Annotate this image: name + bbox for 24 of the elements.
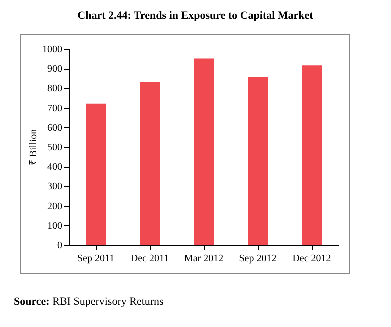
chart-title: Chart 2.44: Trends in Exposure to Capital Market [76, 10, 314, 22]
x-tick-label: Sep 2012 [239, 254, 277, 264]
y-tick-label: 700 [48, 103, 62, 114]
bar [302, 66, 322, 245]
y-tick-label: 400 [48, 162, 62, 174]
y-tick-label: 300 [48, 182, 62, 193]
x-tick-label: Sep 2011 [77, 254, 115, 264]
bar [140, 82, 160, 245]
x-tick-label: Dec 2011 [130, 254, 170, 264]
x-tick-label: Mar 2012 [184, 254, 224, 264]
y-tick-label: 1000 [42, 44, 62, 56]
x-tick-label: Dec 2012 [292, 254, 332, 264]
source-note: Source: RBI Supervisory Returns [14, 296, 164, 308]
bar [86, 104, 106, 245]
y-tick-label: 100 [48, 220, 62, 232]
bar [194, 58, 214, 245]
y-axis-title: ₹ Billion [28, 129, 40, 166]
y-tick-label: 800 [48, 84, 62, 95]
y-tick-label: 900 [48, 64, 62, 76]
bar [248, 77, 268, 245]
y-tick-label: 500 [48, 142, 62, 154]
y-tick-label: 200 [48, 201, 62, 212]
y-tick-label: 0 [58, 240, 62, 252]
y-tick-label: 600 [48, 122, 62, 134]
